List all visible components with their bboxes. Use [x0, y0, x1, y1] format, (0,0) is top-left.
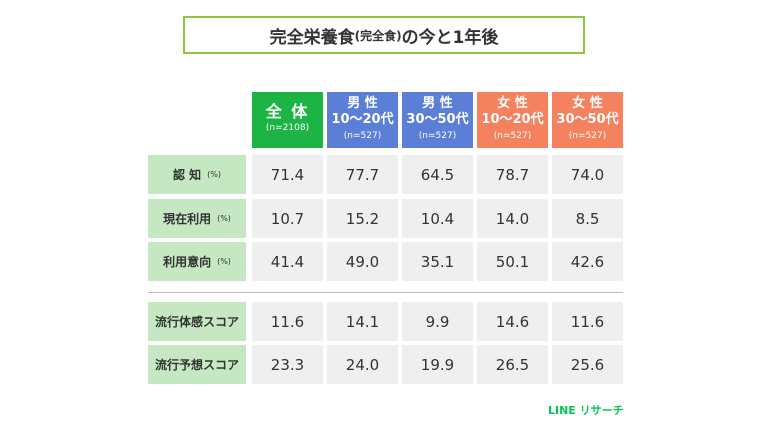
column-header-title: 男 性 — [347, 96, 378, 111]
row-label-unit: (%) — [217, 257, 231, 266]
table-cell: 41.4 — [252, 242, 323, 281]
column-header-sample-size: (n=527) — [343, 131, 382, 141]
table-cell: 11.6 — [552, 302, 623, 341]
column-header-age: 30〜50代 — [556, 112, 619, 127]
row-label-4: 流行体感スコア — [148, 302, 246, 341]
table-cell: 64.5 — [402, 155, 473, 194]
table-cell: 74.0 — [552, 155, 623, 194]
chart-title: 完全栄養食 (完全食) の今と1年後 — [183, 16, 585, 54]
section-divider — [148, 292, 623, 293]
table-cell: 9.9 — [402, 302, 473, 341]
table-cell: 26.5 — [477, 345, 548, 384]
row-label-unit: (%) — [217, 214, 231, 223]
table-cell: 14.0 — [477, 199, 548, 238]
column-header-title: 全 体 — [265, 102, 310, 121]
table-cell: 24.0 — [327, 345, 398, 384]
row-label-1: 認 知 (%) — [148, 155, 246, 194]
column-header-age: 30〜50代 — [406, 112, 469, 127]
row-label-text: 現在利用 — [163, 212, 212, 226]
table-cell: 10.7 — [252, 199, 323, 238]
brand-logo: LINE リサーチ — [548, 404, 624, 417]
column-header-title: 男 性 — [422, 96, 453, 111]
table-cell: 25.6 — [552, 345, 623, 384]
table-cell: 23.3 — [252, 345, 323, 384]
column-header-2: 男 性 10〜20代 (n=527) — [327, 92, 398, 148]
row-label-text: 認 知 — [172, 168, 202, 182]
column-header-title: 女 性 — [497, 96, 528, 111]
row-label-text: 利用意向 — [163, 255, 212, 269]
column-header-age: 10〜20代 — [331, 112, 394, 127]
table-cell: 14.1 — [327, 302, 398, 341]
column-header-age: 10〜20代 — [481, 112, 544, 127]
row-label-text: 流行体感スコア — [154, 315, 239, 329]
column-header-sample-size: (n=2108) — [265, 123, 310, 133]
column-header-1: 全 体 (n=2108) — [252, 92, 323, 148]
table-cell: 77.7 — [327, 155, 398, 194]
table-cell: 10.4 — [402, 199, 473, 238]
table-cell: 49.0 — [327, 242, 398, 281]
table-cell: 35.1 — [402, 242, 473, 281]
table-cell: 42.6 — [552, 242, 623, 281]
table-cell: 50.1 — [477, 242, 548, 281]
column-header-title: 女 性 — [572, 96, 603, 111]
table-cell: 71.4 — [252, 155, 323, 194]
row-label-3: 利用意向 (%) — [148, 242, 246, 281]
title-paren: (完全食) — [354, 28, 402, 43]
column-header-5: 女 性 30〜50代 (n=527) — [552, 92, 623, 148]
column-header-sample-size: (n=527) — [418, 131, 457, 141]
table-cell: 19.9 — [402, 345, 473, 384]
table-cell: 8.5 — [552, 199, 623, 238]
table-cell: 78.7 — [477, 155, 548, 194]
table-cell: 14.6 — [477, 302, 548, 341]
row-label-2: 現在利用 (%) — [148, 199, 246, 238]
column-header-3: 男 性 30〜50代 (n=527) — [402, 92, 473, 148]
title-main: 完全栄養食 — [269, 27, 355, 48]
row-label-unit: (%) — [207, 170, 222, 179]
title-rest: の今と1年後 — [401, 27, 499, 48]
column-header-sample-size: (n=527) — [568, 131, 607, 141]
column-header-sample-size: (n=527) — [493, 131, 532, 141]
column-header-4: 女 性 10〜20代 (n=527) — [477, 92, 548, 148]
row-label-text: 流行予想スコア — [154, 358, 239, 372]
table-cell: 11.6 — [252, 302, 323, 341]
table-cell: 15.2 — [327, 199, 398, 238]
row-label-5: 流行予想スコア — [148, 345, 246, 384]
